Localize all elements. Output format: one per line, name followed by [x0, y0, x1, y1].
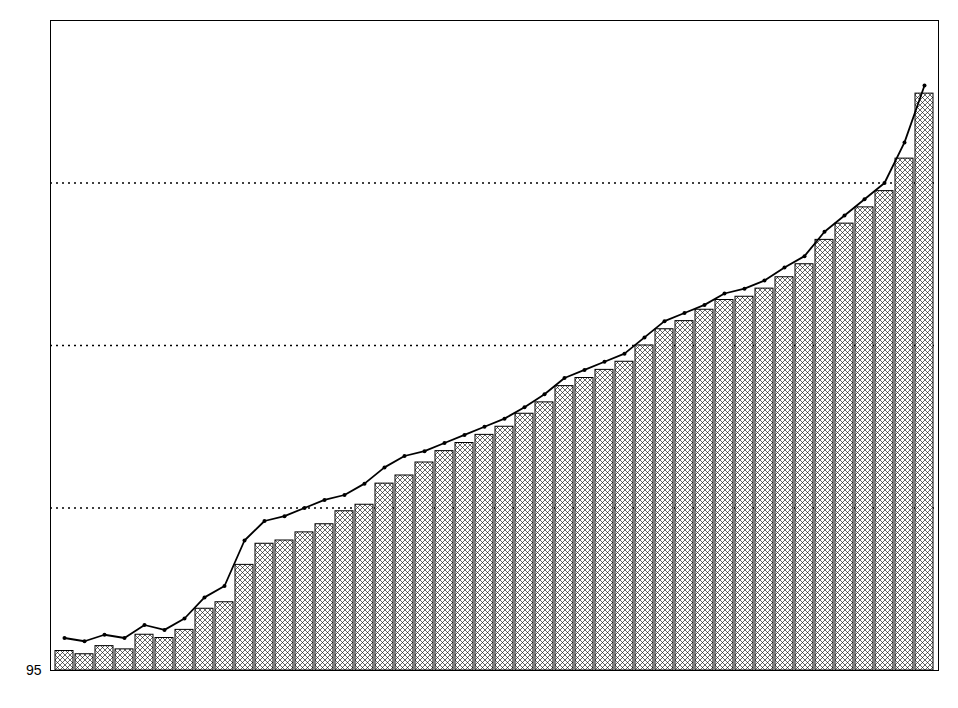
svg-text:95: 95 [26, 662, 42, 678]
